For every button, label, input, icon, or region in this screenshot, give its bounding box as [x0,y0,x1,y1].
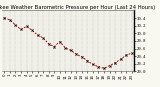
Title: Milwaukee Weather Barometric Pressure per Hour (Last 24 Hours): Milwaukee Weather Barometric Pressure pe… [0,5,155,10]
